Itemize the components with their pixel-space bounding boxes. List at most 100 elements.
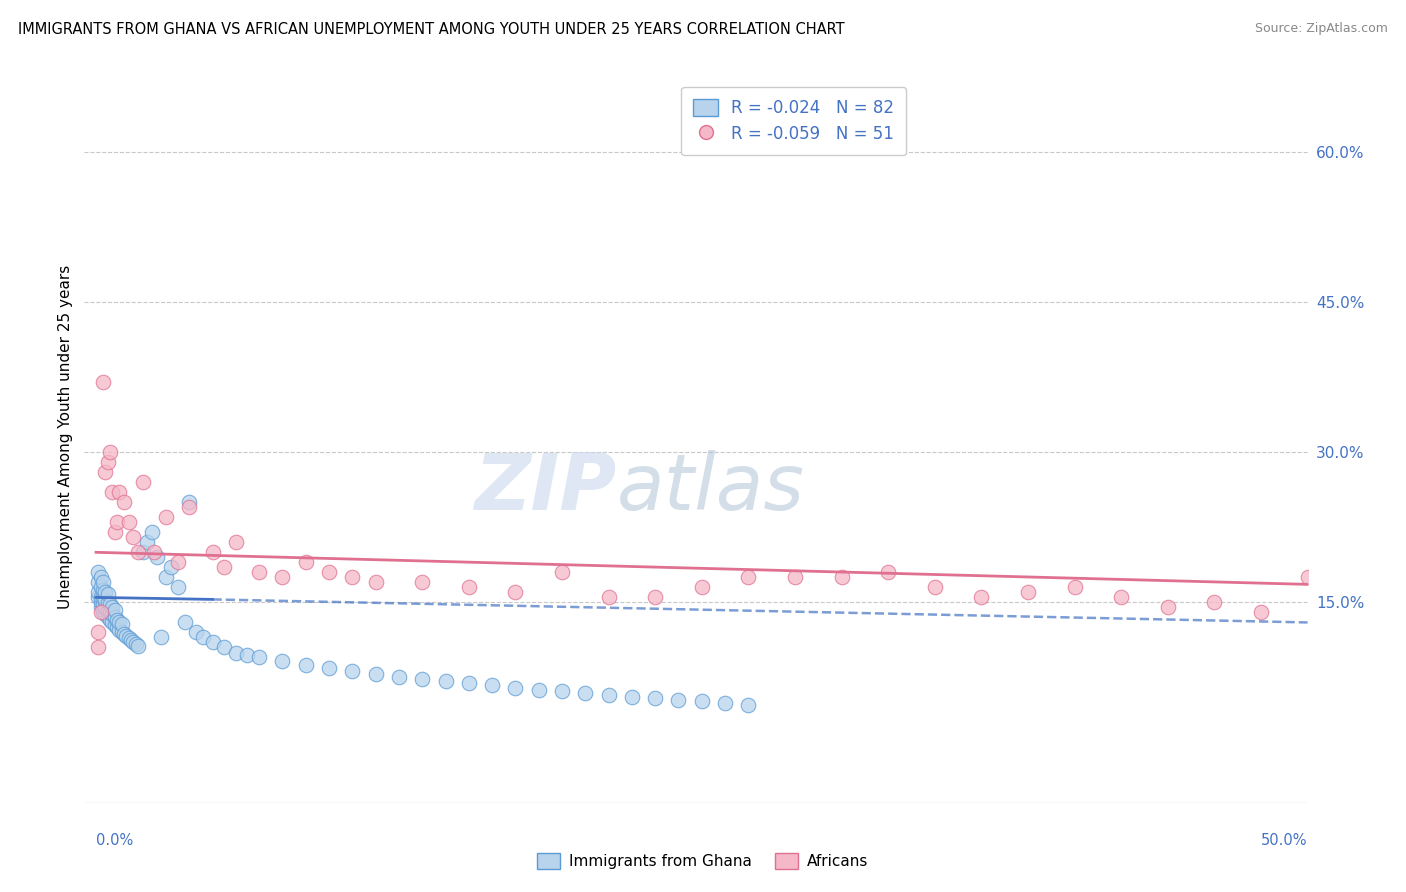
Point bbox=[145, 550, 167, 565]
Point bbox=[388, 669, 411, 683]
Point bbox=[294, 657, 316, 672]
Point bbox=[111, 617, 134, 632]
Point bbox=[87, 575, 110, 590]
Point bbox=[527, 682, 550, 697]
Point bbox=[212, 560, 235, 574]
Point bbox=[90, 606, 112, 620]
Point bbox=[98, 614, 121, 628]
Point bbox=[247, 566, 270, 580]
Point bbox=[108, 624, 131, 638]
Point bbox=[91, 375, 114, 389]
Point bbox=[117, 632, 139, 646]
Point bbox=[117, 515, 139, 529]
Point bbox=[201, 635, 224, 649]
Point bbox=[141, 525, 163, 540]
Point bbox=[193, 631, 215, 645]
Point bbox=[411, 672, 433, 686]
Point bbox=[294, 555, 316, 569]
Point bbox=[924, 580, 946, 594]
Point bbox=[105, 614, 128, 628]
Point bbox=[143, 545, 166, 559]
Point bbox=[90, 595, 112, 609]
Point bbox=[90, 600, 112, 615]
Point bbox=[364, 575, 387, 590]
Point bbox=[179, 495, 201, 509]
Point bbox=[212, 640, 235, 655]
Point bbox=[104, 618, 127, 632]
Point bbox=[481, 677, 503, 691]
Point bbox=[131, 545, 153, 559]
Point bbox=[1109, 591, 1132, 605]
Point bbox=[127, 640, 149, 654]
Legend: Immigrants from Ghana, Africans: Immigrants from Ghana, Africans bbox=[531, 847, 875, 875]
Point bbox=[505, 585, 527, 599]
Point bbox=[877, 566, 900, 580]
Point bbox=[1389, 675, 1406, 690]
Text: 50.0%: 50.0% bbox=[1261, 833, 1308, 848]
Text: IMMIGRANTS FROM GHANA VS AFRICAN UNEMPLOYMENT AMONG YOUTH UNDER 25 YEARS CORRELA: IMMIGRANTS FROM GHANA VS AFRICAN UNEMPLO… bbox=[18, 22, 845, 37]
Point bbox=[87, 625, 110, 640]
Point bbox=[104, 603, 127, 617]
Point bbox=[111, 625, 134, 640]
Point bbox=[120, 633, 142, 648]
Point bbox=[159, 560, 181, 574]
Text: atlas: atlas bbox=[616, 450, 804, 526]
Point bbox=[598, 688, 620, 702]
Point bbox=[1296, 570, 1319, 584]
Point bbox=[122, 635, 145, 649]
Point bbox=[457, 675, 479, 690]
Point bbox=[101, 600, 124, 615]
Point bbox=[247, 649, 270, 664]
Point bbox=[108, 485, 131, 500]
Point bbox=[91, 583, 114, 598]
Point bbox=[94, 585, 117, 599]
Point bbox=[644, 591, 666, 605]
Point bbox=[127, 545, 149, 559]
Point bbox=[457, 580, 479, 594]
Point bbox=[87, 566, 110, 580]
Point bbox=[342, 570, 364, 584]
Point bbox=[551, 566, 574, 580]
Point bbox=[970, 591, 993, 605]
Point bbox=[94, 607, 117, 622]
Point bbox=[122, 530, 145, 544]
Point bbox=[101, 607, 124, 622]
Point bbox=[690, 580, 713, 594]
Point bbox=[97, 610, 120, 624]
Point bbox=[186, 625, 208, 640]
Point bbox=[574, 685, 596, 699]
Point bbox=[101, 615, 124, 630]
Point bbox=[644, 690, 666, 705]
Point bbox=[91, 606, 114, 620]
Point bbox=[318, 566, 340, 580]
Point bbox=[173, 615, 195, 630]
Point bbox=[97, 595, 120, 609]
Point bbox=[342, 664, 364, 678]
Point bbox=[668, 692, 690, 706]
Point bbox=[115, 630, 138, 644]
Point bbox=[690, 693, 713, 707]
Point bbox=[91, 575, 114, 590]
Point bbox=[97, 587, 120, 601]
Point bbox=[737, 570, 759, 584]
Point bbox=[155, 570, 177, 584]
Point bbox=[271, 653, 294, 667]
Point bbox=[94, 593, 117, 607]
Point bbox=[105, 620, 128, 634]
Point bbox=[112, 627, 135, 641]
Point bbox=[155, 510, 177, 524]
Point bbox=[598, 591, 620, 605]
Point bbox=[737, 698, 759, 712]
Point bbox=[318, 660, 340, 674]
Point bbox=[831, 570, 853, 584]
Point bbox=[1343, 660, 1365, 674]
Point bbox=[91, 598, 114, 612]
Point bbox=[225, 646, 247, 660]
Point bbox=[98, 445, 121, 459]
Point bbox=[783, 570, 806, 584]
Point bbox=[97, 455, 120, 469]
Point bbox=[201, 545, 224, 559]
Point bbox=[90, 591, 112, 605]
Point bbox=[87, 640, 110, 655]
Point bbox=[104, 525, 127, 540]
